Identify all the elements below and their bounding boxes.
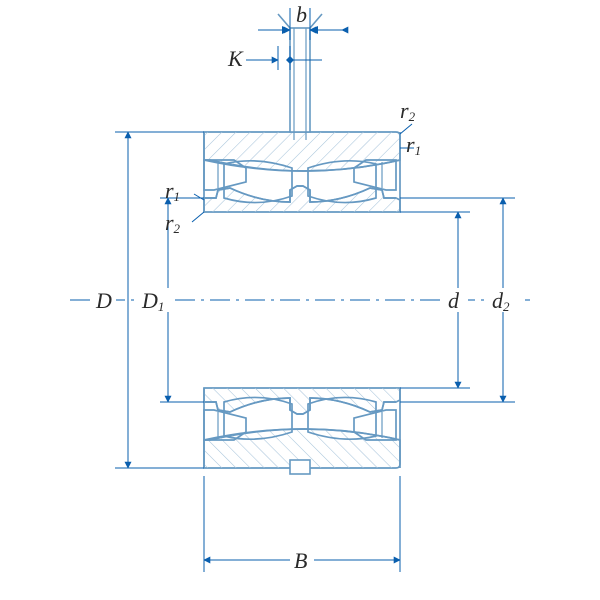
label-K: K [227,46,244,71]
lower-half-section [204,388,400,474]
center-groove [278,14,322,140]
upper-half-section [204,14,400,212]
bearing-cross-section-diagram: D D1 d d2 B b K r2 r1 r1 r2 [0,0,600,600]
label-r2-top: r2 [400,98,416,124]
label-B: B [294,548,307,573]
label-d: d [448,288,460,313]
label-r2-inner: r2 [165,210,181,236]
label-D: D [95,288,112,313]
label-b: b [296,2,307,27]
label-r1-inner: r1 [165,178,180,204]
label-r1-top: r1 [406,132,421,158]
